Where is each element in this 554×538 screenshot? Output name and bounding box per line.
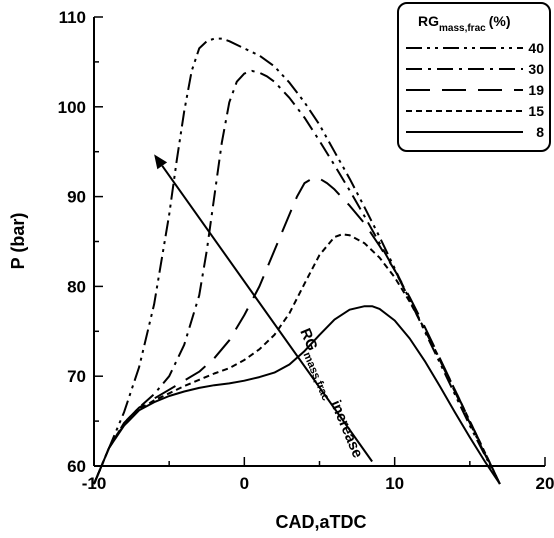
series-line-8	[93, 305, 501, 485]
trend-arrow-shaft	[161, 165, 373, 463]
legend-title: RGmass,frac (%)	[418, 13, 510, 34]
y-axis-title: P (bar)	[8, 213, 28, 270]
annotation-tail: increase	[325, 394, 366, 461]
legend-entries: 40 30 19 15 8	[406, 40, 544, 140]
legend-label-30: 30	[528, 61, 544, 77]
annotation-group: RGmass,frac increase	[292, 326, 367, 462]
legend: RGmass,frac (%) 40 30 19 15 8	[397, 2, 551, 152]
trend-arrow-head	[154, 154, 168, 170]
series-line-15	[93, 233, 501, 485]
series-group	[93, 37, 501, 485]
annotation-label: RGmass,frac increase	[292, 326, 367, 462]
series-line-19	[93, 177, 501, 485]
legend-title-main: RG	[418, 13, 439, 29]
y-tick-label: 90	[67, 188, 86, 207]
y-tick-label: 80	[67, 277, 86, 296]
axis-labels-group: CAD,aTDC P (bar)	[8, 213, 367, 532]
x-tick-label: 10	[385, 474, 404, 493]
legend-label-8: 8	[536, 124, 544, 140]
y-tick-label: 70	[67, 367, 86, 386]
y-tick-label: 60	[67, 457, 86, 476]
series-line-30	[93, 69, 501, 485]
x-tick-label: 0	[240, 474, 249, 493]
x-tick-label: 20	[536, 474, 554, 493]
trend-arrow-group	[154, 154, 373, 463]
legend-box	[397, 2, 551, 152]
annotation-main: RG	[296, 326, 320, 353]
legend-label-15: 15	[528, 103, 544, 119]
legend-title-unit: (%)	[489, 13, 511, 29]
x-axis-title: CAD,aTDC	[275, 512, 366, 532]
y-tick-label: 110	[59, 8, 86, 27]
legend-label-19: 19	[528, 82, 544, 98]
legend-label-40: 40	[528, 40, 544, 56]
y-tick-label: 100	[58, 98, 86, 117]
annotation-sub: mass,frac	[301, 351, 332, 403]
legend-title-sub: mass,frac	[439, 23, 486, 34]
